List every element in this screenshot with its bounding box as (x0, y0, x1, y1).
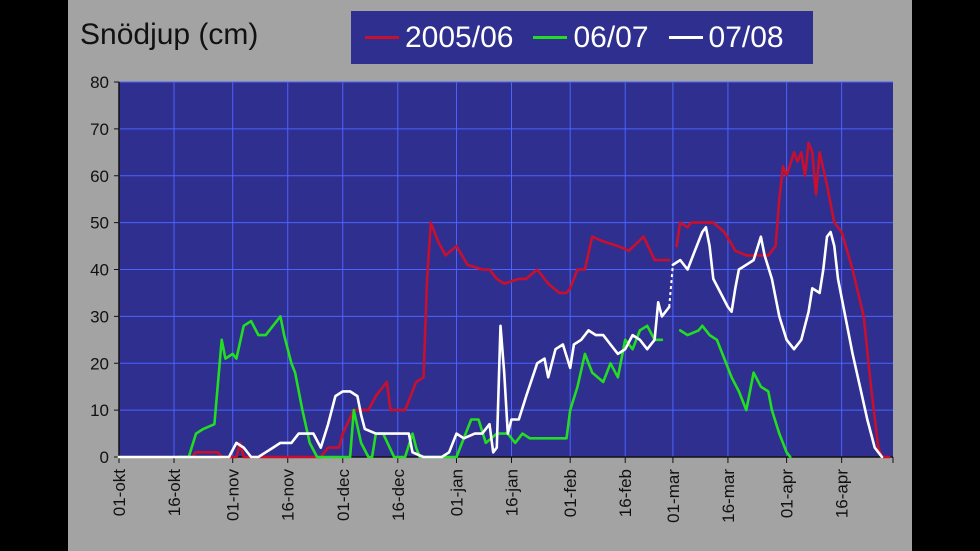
y-tick-label: 0 (100, 448, 109, 467)
series-line-06-07 (176, 315, 664, 459)
y-tick-label: 60 (90, 167, 109, 186)
x-tick-label: 16-mar (719, 469, 738, 523)
series-line-06-07 (678, 324, 792, 459)
x-tick-label: 01-dec (334, 469, 353, 521)
y-tick-label: 40 (90, 261, 109, 280)
chart-title: Snödjup (cm) (80, 18, 259, 51)
legend-swatch-06-07 (533, 36, 568, 39)
series-line-07-08 (671, 226, 884, 459)
y-tick-label: 80 (90, 73, 109, 92)
x-tick-label: 16-okt (165, 469, 184, 517)
legend-label-2005-06: 2005/06 (405, 20, 514, 54)
series-gap-connector (668, 264, 674, 308)
legend-item-2005-06: 2005/06 (365, 21, 513, 55)
x-tick-label: 16-dec (389, 469, 408, 521)
x-tick-label: 01-apr (778, 469, 797, 518)
legend-item-06-07: 06/07 (533, 20, 649, 55)
x-tick-label: 16-jan (503, 469, 522, 516)
series-line-2005-06 (675, 141, 891, 459)
legend-label-06-07: 06/07 (573, 20, 649, 54)
legend-label-07-08: 07/08 (708, 20, 784, 54)
x-tick-label: 16-apr (833, 469, 852, 518)
y-tick-label: 50 (90, 214, 109, 233)
x-tick-label: 01-feb (561, 469, 580, 517)
x-tick-label: 16-nov (279, 469, 298, 521)
series-line-2005-06 (191, 221, 671, 459)
x-tick-label: 01-mar (664, 469, 683, 523)
x-tick-label: 01-jan (447, 469, 466, 516)
legend-swatch-07-08 (668, 36, 703, 39)
y-tick-label: 10 (90, 401, 109, 420)
x-tick-label: 01-okt (110, 469, 129, 517)
legend-item-07-08: 07/08 (668, 20, 784, 55)
series-line-07-08 (117, 301, 671, 459)
legend: 2005/06 06/07 07/08 (351, 11, 813, 64)
x-tick-label: 16-feb (616, 469, 635, 517)
y-tick-label: 20 (90, 354, 109, 373)
y-tick-label: 30 (90, 307, 109, 326)
x-tick-label: 01-nov (224, 469, 243, 521)
y-tick-label: 70 (90, 120, 109, 139)
legend-swatch-2005-06 (365, 36, 399, 39)
